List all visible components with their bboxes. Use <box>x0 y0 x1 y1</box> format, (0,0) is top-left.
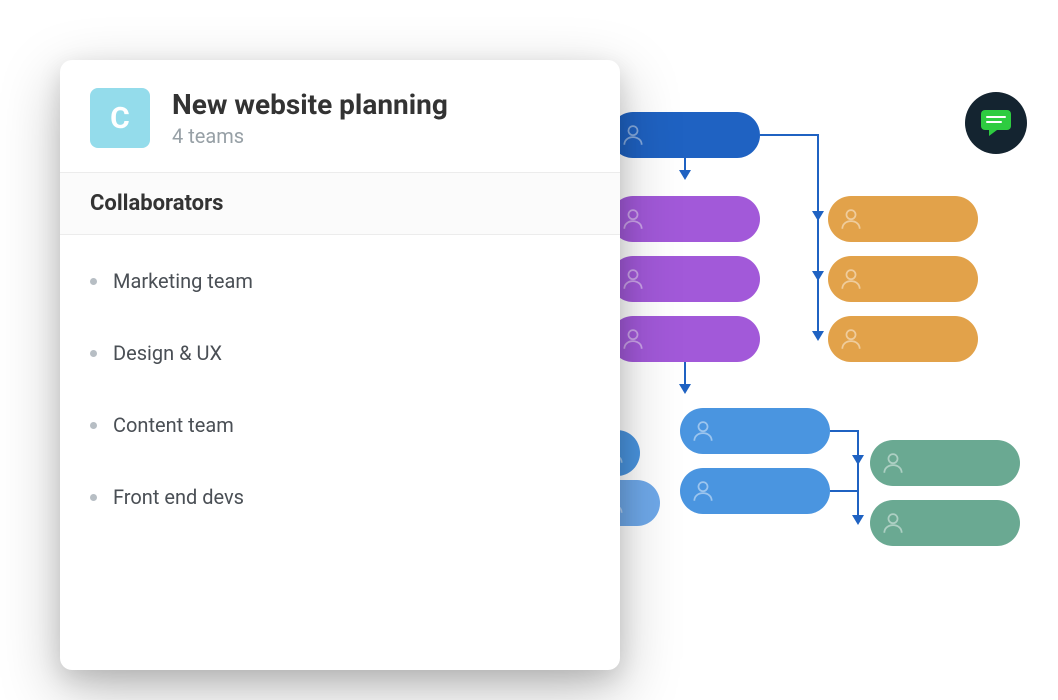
collaborator-item[interactable]: Design & UX <box>90 317 590 389</box>
person-icon <box>620 122 646 148</box>
collaborator-item[interactable]: Front end devs <box>90 461 590 533</box>
person-icon <box>838 266 864 292</box>
project-title: New website planning <box>172 88 448 122</box>
connector-line <box>760 135 818 219</box>
person-icon <box>838 326 864 352</box>
collaborator-label: Marketing team <box>113 269 253 293</box>
person-icon <box>690 478 716 504</box>
person-icon <box>620 326 646 352</box>
person-icon <box>620 266 646 292</box>
org-node[interactable] <box>680 408 830 454</box>
bullet-icon <box>90 494 97 501</box>
person-icon <box>838 206 864 232</box>
stage: C New website planning 4 teams Collabora… <box>0 0 1058 700</box>
collaborators-heading: Collaborators <box>60 172 620 235</box>
project-logo: C <box>90 88 150 148</box>
org-node[interactable] <box>610 112 760 158</box>
bullet-icon <box>90 278 97 285</box>
org-node[interactable] <box>828 196 978 242</box>
card-header: C New website planning 4 teams <box>60 60 620 172</box>
project-subtitle: 4 teams <box>172 124 448 148</box>
org-node[interactable] <box>680 468 830 514</box>
collaborators-list: Marketing team Design & UX Content team Fro… <box>60 235 620 563</box>
collaborator-item[interactable]: Content team <box>90 389 590 461</box>
org-node[interactable] <box>870 440 1020 486</box>
person-icon <box>620 206 646 232</box>
collaborator-label: Front end devs <box>113 485 244 509</box>
bullet-icon <box>90 422 97 429</box>
collaborator-label: Design & UX <box>113 341 222 365</box>
person-icon <box>690 418 716 444</box>
chat-button[interactable] <box>965 92 1027 154</box>
project-logo-letter: C <box>110 101 130 136</box>
connector-line <box>830 431 858 463</box>
org-node[interactable] <box>610 196 760 242</box>
org-node[interactable] <box>870 500 1020 546</box>
person-icon <box>880 510 906 536</box>
org-node[interactable] <box>828 256 978 302</box>
collaborator-label: Content team <box>113 413 234 437</box>
org-node[interactable] <box>828 316 978 362</box>
bullet-icon <box>90 350 97 357</box>
collaborator-item[interactable]: Marketing team <box>90 245 590 317</box>
org-node[interactable] <box>610 316 760 362</box>
project-card: C New website planning 4 teams Collabora… <box>60 60 620 670</box>
chat-icon <box>979 108 1013 138</box>
card-title-block: New website planning 4 teams <box>172 88 448 148</box>
person-icon <box>880 450 906 476</box>
org-node[interactable] <box>610 256 760 302</box>
